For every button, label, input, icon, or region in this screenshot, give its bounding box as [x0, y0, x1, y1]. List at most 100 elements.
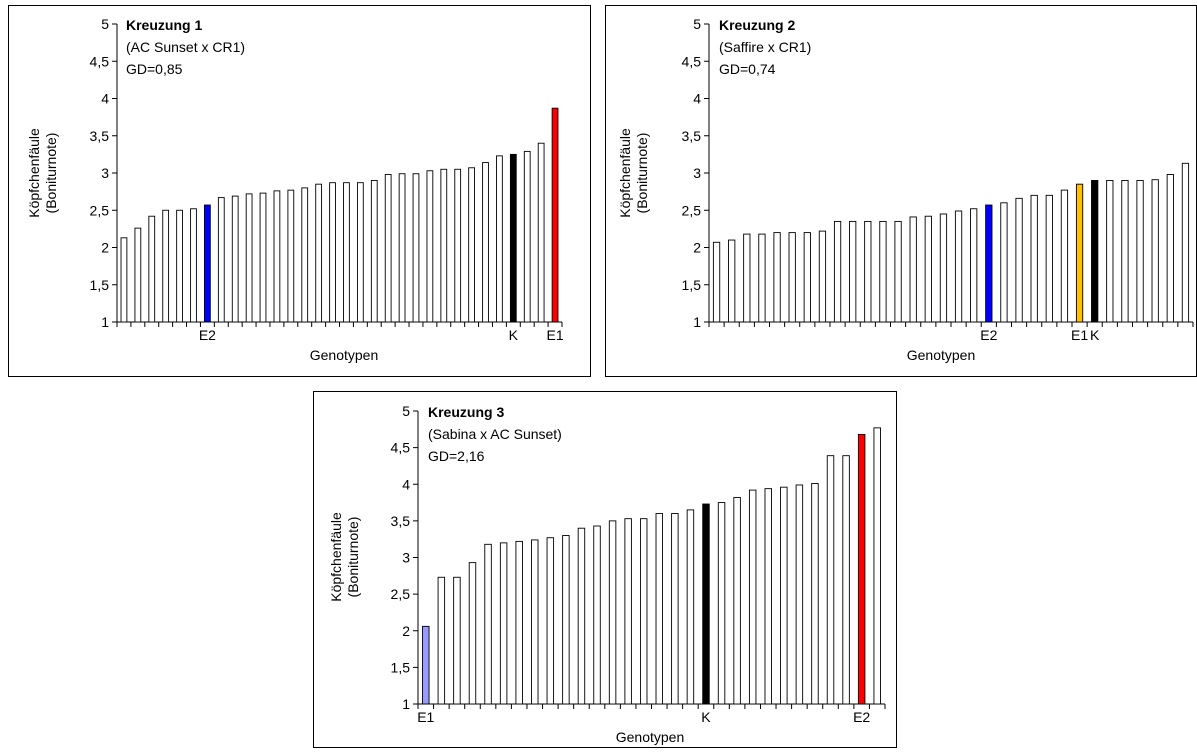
bar-genotype-1 [422, 625, 430, 705]
bar-genotype-6 [788, 232, 796, 323]
bar-genotype-6 [190, 208, 197, 323]
category-label-k: K [701, 709, 711, 725]
category-label-k: K [1090, 327, 1100, 343]
bar-genotype-13 [287, 189, 295, 323]
y-tick-label: 2 [101, 240, 109, 256]
bar-genotype-14 [301, 187, 309, 323]
x-axis-label: Genotypen [616, 729, 685, 745]
bar-genotype-18 [970, 208, 978, 323]
bar-genotype-24 [440, 168, 448, 323]
y-tick-label: 3 [693, 165, 701, 181]
bar-genotype-5 [773, 232, 781, 323]
bar-genotype-2 [728, 239, 736, 323]
bar-genotype-12 [593, 525, 601, 705]
y-axis-label-unit: (Boniturnote) [345, 517, 361, 598]
y-tick-label: 1,5 [90, 277, 110, 293]
bar-genotype-9 [833, 220, 842, 323]
bar-genotype-28 [1121, 179, 1129, 323]
bar-genotype-3 [148, 215, 156, 323]
chart-subtitle: (Sabina x AC Sunset) [428, 426, 562, 442]
bar-genotype-13 [894, 220, 902, 323]
category-label-e2: E2 [980, 327, 997, 343]
bar-genotype-26 [1091, 179, 1099, 323]
bar-genotype-20 [384, 174, 392, 323]
bar-genotype-25 [1075, 183, 1084, 323]
bar-genotype-11 [259, 192, 267, 323]
bar-genotype-3 [743, 233, 751, 323]
bar-genotype-5 [176, 209, 183, 323]
bar-genotype-15 [639, 518, 648, 705]
y-tick-label: 4 [402, 476, 410, 492]
bar-genotype-32 [1181, 162, 1190, 323]
y-tick-label: 3,5 [682, 128, 702, 144]
y-tick-label: 2,5 [90, 202, 110, 218]
chart-svg: 1 1,5 2 2,5 3 3,5 4 4,5 5 E2 E1 K Kreuzung 2 (Saffire… [617, 16, 1194, 363]
bar-genotype-31 [537, 142, 545, 323]
bar-genotype-26 [468, 167, 475, 323]
bar-genotype-18 [686, 509, 695, 705]
gd-annotation: GD=2,16 [428, 448, 485, 464]
bar-genotype-30 [873, 427, 881, 705]
y-axis-label: Köpfchenfäule [328, 512, 344, 602]
bar-genotype-1 [120, 237, 128, 323]
gd-annotation: GD=0,74 [719, 61, 776, 77]
y-tick-label: 3 [101, 165, 109, 181]
bar-genotype-17 [954, 210, 963, 323]
bar-genotype-8 [531, 539, 539, 705]
y-tick-label: 3 [402, 550, 410, 566]
y-tick-label: 1 [402, 696, 410, 712]
bar-genotype-13 [608, 520, 617, 705]
bar-genotype-19 [702, 503, 710, 705]
bar-genotype-14 [909, 216, 917, 323]
y-tick-label: 1 [101, 314, 109, 330]
bar-genotype-3 [453, 576, 461, 705]
bar-genotype-22 [412, 173, 420, 323]
bar-genotype-19 [370, 179, 378, 323]
y-tick-label: 4,5 [682, 53, 702, 69]
bar-genotype-20 [717, 502, 726, 705]
y-tick-label: 1,5 [682, 277, 702, 293]
bar-genotype-2 [134, 227, 142, 323]
bar-genotype-21 [398, 173, 406, 323]
bar-genotype-29 [509, 153, 517, 323]
chart-subtitle: (AC Sunset x CR1) [126, 39, 245, 55]
y-tick-label: 2 [693, 240, 701, 256]
chart-title: Kreuzung 3 [428, 404, 504, 420]
bar-genotype-21 [733, 496, 741, 705]
bar-genotype-30 [1151, 179, 1159, 323]
bar-genotype-32 [551, 107, 559, 323]
category-label-e1: E1 [417, 709, 434, 725]
chart-panel-kreuzung-2: 1 1,5 2 2,5 3 3,5 4 4,5 5 E2 E1 K Kreuzung 2 (Saffire… [605, 5, 1197, 377]
bar-genotype-23 [426, 170, 434, 323]
y-tick-label: 5 [693, 16, 701, 32]
bar-genotype-1 [712, 241, 721, 323]
bar-genotype-28 [496, 155, 503, 323]
y-tick-label: 1,5 [391, 659, 411, 675]
bar-genotype-24 [780, 486, 788, 705]
y-tick-label: 3,5 [391, 513, 411, 529]
bar-genotype-11 [577, 527, 586, 705]
bar-genotype-6 [499, 542, 508, 705]
y-tick-label: 1 [693, 314, 701, 330]
bar-genotype-25 [795, 484, 804, 705]
bar-genotype-17 [671, 513, 679, 705]
bar-genotype-7 [803, 232, 811, 323]
bar-genotype-12 [273, 190, 281, 323]
bar-genotype-8 [217, 197, 225, 323]
bar-genotype-9 [231, 195, 239, 323]
bar-genotype-16 [939, 213, 948, 323]
bar-genotype-30 [523, 150, 531, 323]
bar-genotype-11 [864, 220, 872, 323]
bar-genotype-27 [482, 162, 489, 323]
bar-genotype-5 [484, 543, 492, 705]
y-tick-label: 5 [402, 403, 410, 419]
category-label-e1: E1 [1071, 327, 1088, 343]
bar-genotype-12 [879, 220, 887, 323]
bar-genotype-16 [655, 513, 664, 705]
bar-genotype-10 [849, 220, 857, 323]
y-tick-label: 4,5 [391, 440, 411, 456]
bar-genotype-7 [204, 204, 211, 323]
x-axis-label: Genotypen [907, 347, 976, 363]
bar-genotype-21 [1015, 197, 1023, 323]
bar-genotype-27 [1106, 179, 1114, 323]
